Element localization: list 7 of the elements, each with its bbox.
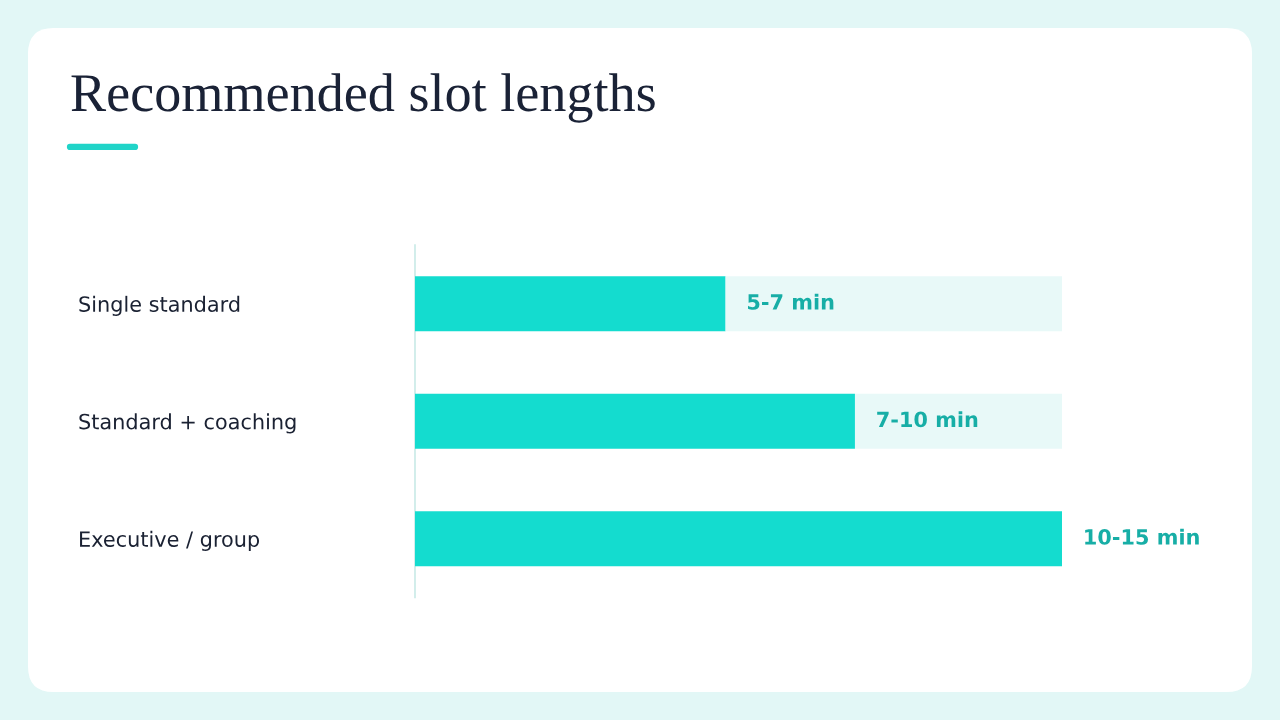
y-tick-label: Standard + coaching bbox=[79, 413, 296, 434]
y-tick-label: Executive / group bbox=[80, 530, 260, 551]
chart-title: Recommended slot lengths bbox=[71, 73, 655, 123]
annotation: 7-10 min bbox=[877, 411, 978, 428]
annotation: 5-7 min bbox=[748, 293, 834, 310]
annotation: 10-15 min bbox=[1085, 528, 1199, 545]
y-tick-label: Single standard bbox=[79, 295, 240, 316]
